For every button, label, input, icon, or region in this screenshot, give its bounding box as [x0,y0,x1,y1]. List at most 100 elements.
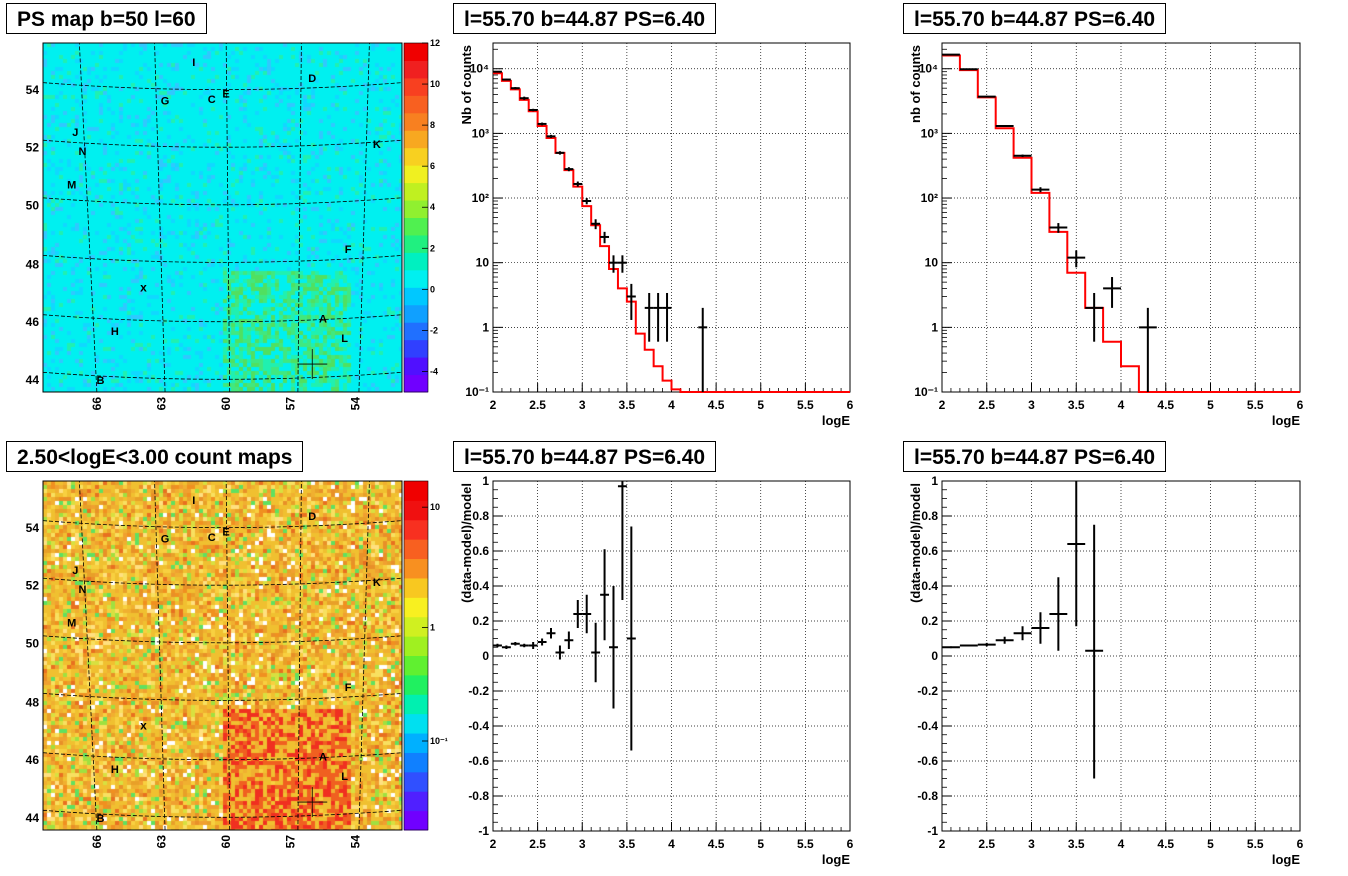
data-point [555,645,565,660]
colorbar-tick-label: -2 [430,325,438,335]
y-tick-label: 50 [26,636,40,650]
x-tick-label: 6 [847,837,854,851]
colorbar-frame [403,42,429,393]
source-label-d: D [308,511,316,523]
data-point [582,198,592,205]
spectrum_2-grid [942,43,1300,392]
data-point [600,549,610,641]
y-tick-label: -0.8 [468,789,489,803]
data-point [1013,626,1032,641]
colorbar-tick-label: -4 [430,366,438,376]
data-point [537,122,547,126]
y-tick-label: -0.4 [468,719,489,733]
y-tick-label: 46 [26,315,40,329]
source-label-i: I [192,57,195,69]
graticule-lon-line [297,42,302,393]
colorbar-cell [404,655,428,676]
source-label-n: N [79,146,87,158]
y-axis-label: (data-model)/model [908,483,923,603]
colorbar-cell [404,519,428,540]
y-tick-label: 44 [26,373,40,387]
graticule-lat-line [42,577,403,586]
colorbar-cell [404,694,428,715]
data-point [537,638,547,646]
spectrum_1-plot: 2 2.5 3 3.5 4 4.5 5 5.5 6 10⁻¹ 1 10 10² 10³ 10⁴ logE Nb … [459,42,854,428]
residual_1-grid [493,481,850,831]
ps_map-pixels [43,43,402,392]
data-point [995,636,1014,644]
graticule-lat-line [42,82,403,91]
source-label-k: K [373,139,381,151]
y-tick-label: -0.2 [917,684,938,698]
residual-1-title: l=55.70 b=44.87 PS=6.40 [453,441,717,472]
colorbar-tick-label: 0 [430,284,435,294]
x-tick-label: 4.5 [708,837,725,851]
data-point [493,70,502,73]
colorbar-tick-label: 1 [430,623,435,633]
y-tick-label: 52 [26,579,40,593]
source-label-j: J [72,127,78,139]
data-point [519,643,529,648]
y-tick-label: 10² [921,191,938,205]
y-tick-label: 10 [925,256,939,270]
y-tick-label: 0.6 [921,544,938,558]
x-axis-label: logE [822,413,850,428]
data-point [582,594,592,634]
colorbar-tick-label: 6 [430,161,435,171]
source-label-h: H [111,326,119,338]
y-tick-label: 1 [931,320,938,334]
data-point [617,481,627,600]
data-point [959,644,978,647]
data-point [573,181,583,187]
data-point [1103,277,1121,308]
data-point [959,68,978,71]
graticule-lat-line [42,139,403,148]
colorbar-cell [404,577,428,598]
data-point [1067,481,1086,627]
x-tick-label: 5.5 [797,398,814,412]
y-tick-label: -1 [927,824,938,838]
y-tick-label: 48 [26,258,40,272]
colorbar-cell [404,287,428,306]
x-tick-label: 4.5 [1157,837,1174,851]
colorbar-cell [404,339,428,358]
x-tick-label: 4 [1118,398,1125,412]
colorbar-cell [404,182,428,201]
count_map-frame [42,480,403,831]
ps_map-colorbar: -4 -2 0 2 4 6 8 10 12 [403,38,440,393]
x-tick-label: 5.5 [797,837,814,851]
x-tick-label: 5 [1207,398,1214,412]
colorbar-cell [404,810,428,831]
source-label-m: M [67,179,76,191]
x-tick-label: 2.5 [978,837,995,851]
x-tick-label: 2 [939,398,946,412]
colorbar-cell [404,130,428,149]
source-label-e: E [222,89,229,101]
source-label-g: G [161,534,170,546]
x-tick-label: 5 [757,837,764,851]
residual_2-grid [942,481,1300,831]
source-label-n: N [79,584,87,596]
x-axis-label: logE [1272,852,1300,867]
spectrum-2-title: l=55.70 b=44.87 PS=6.40 [903,3,1167,34]
colorbar-cell [404,147,428,166]
colorbar-cell [404,500,428,521]
graticule-lat-line [42,692,403,701]
x-tick-label: 2.5 [529,398,546,412]
colorbar-cell [404,771,428,792]
x-tick-label: 54 [348,835,362,849]
y-tick-label: 0.4 [472,579,489,593]
y-axis-label: Nb of counts [459,45,474,124]
y-tick-label: -0.4 [917,719,938,733]
colorbar-cell [404,791,428,812]
y-tick-label: -0.6 [917,754,938,768]
graticule-lat-line [42,809,403,818]
x-tick-label: 4 [668,398,675,412]
data-point [626,526,636,751]
marker-x: x [140,280,147,294]
graticule-lat-line [42,254,403,263]
x-tick-label: 4 [1118,837,1125,851]
data-point [977,642,996,647]
data-point [501,78,511,81]
x-tick-label: 60 [219,835,233,849]
